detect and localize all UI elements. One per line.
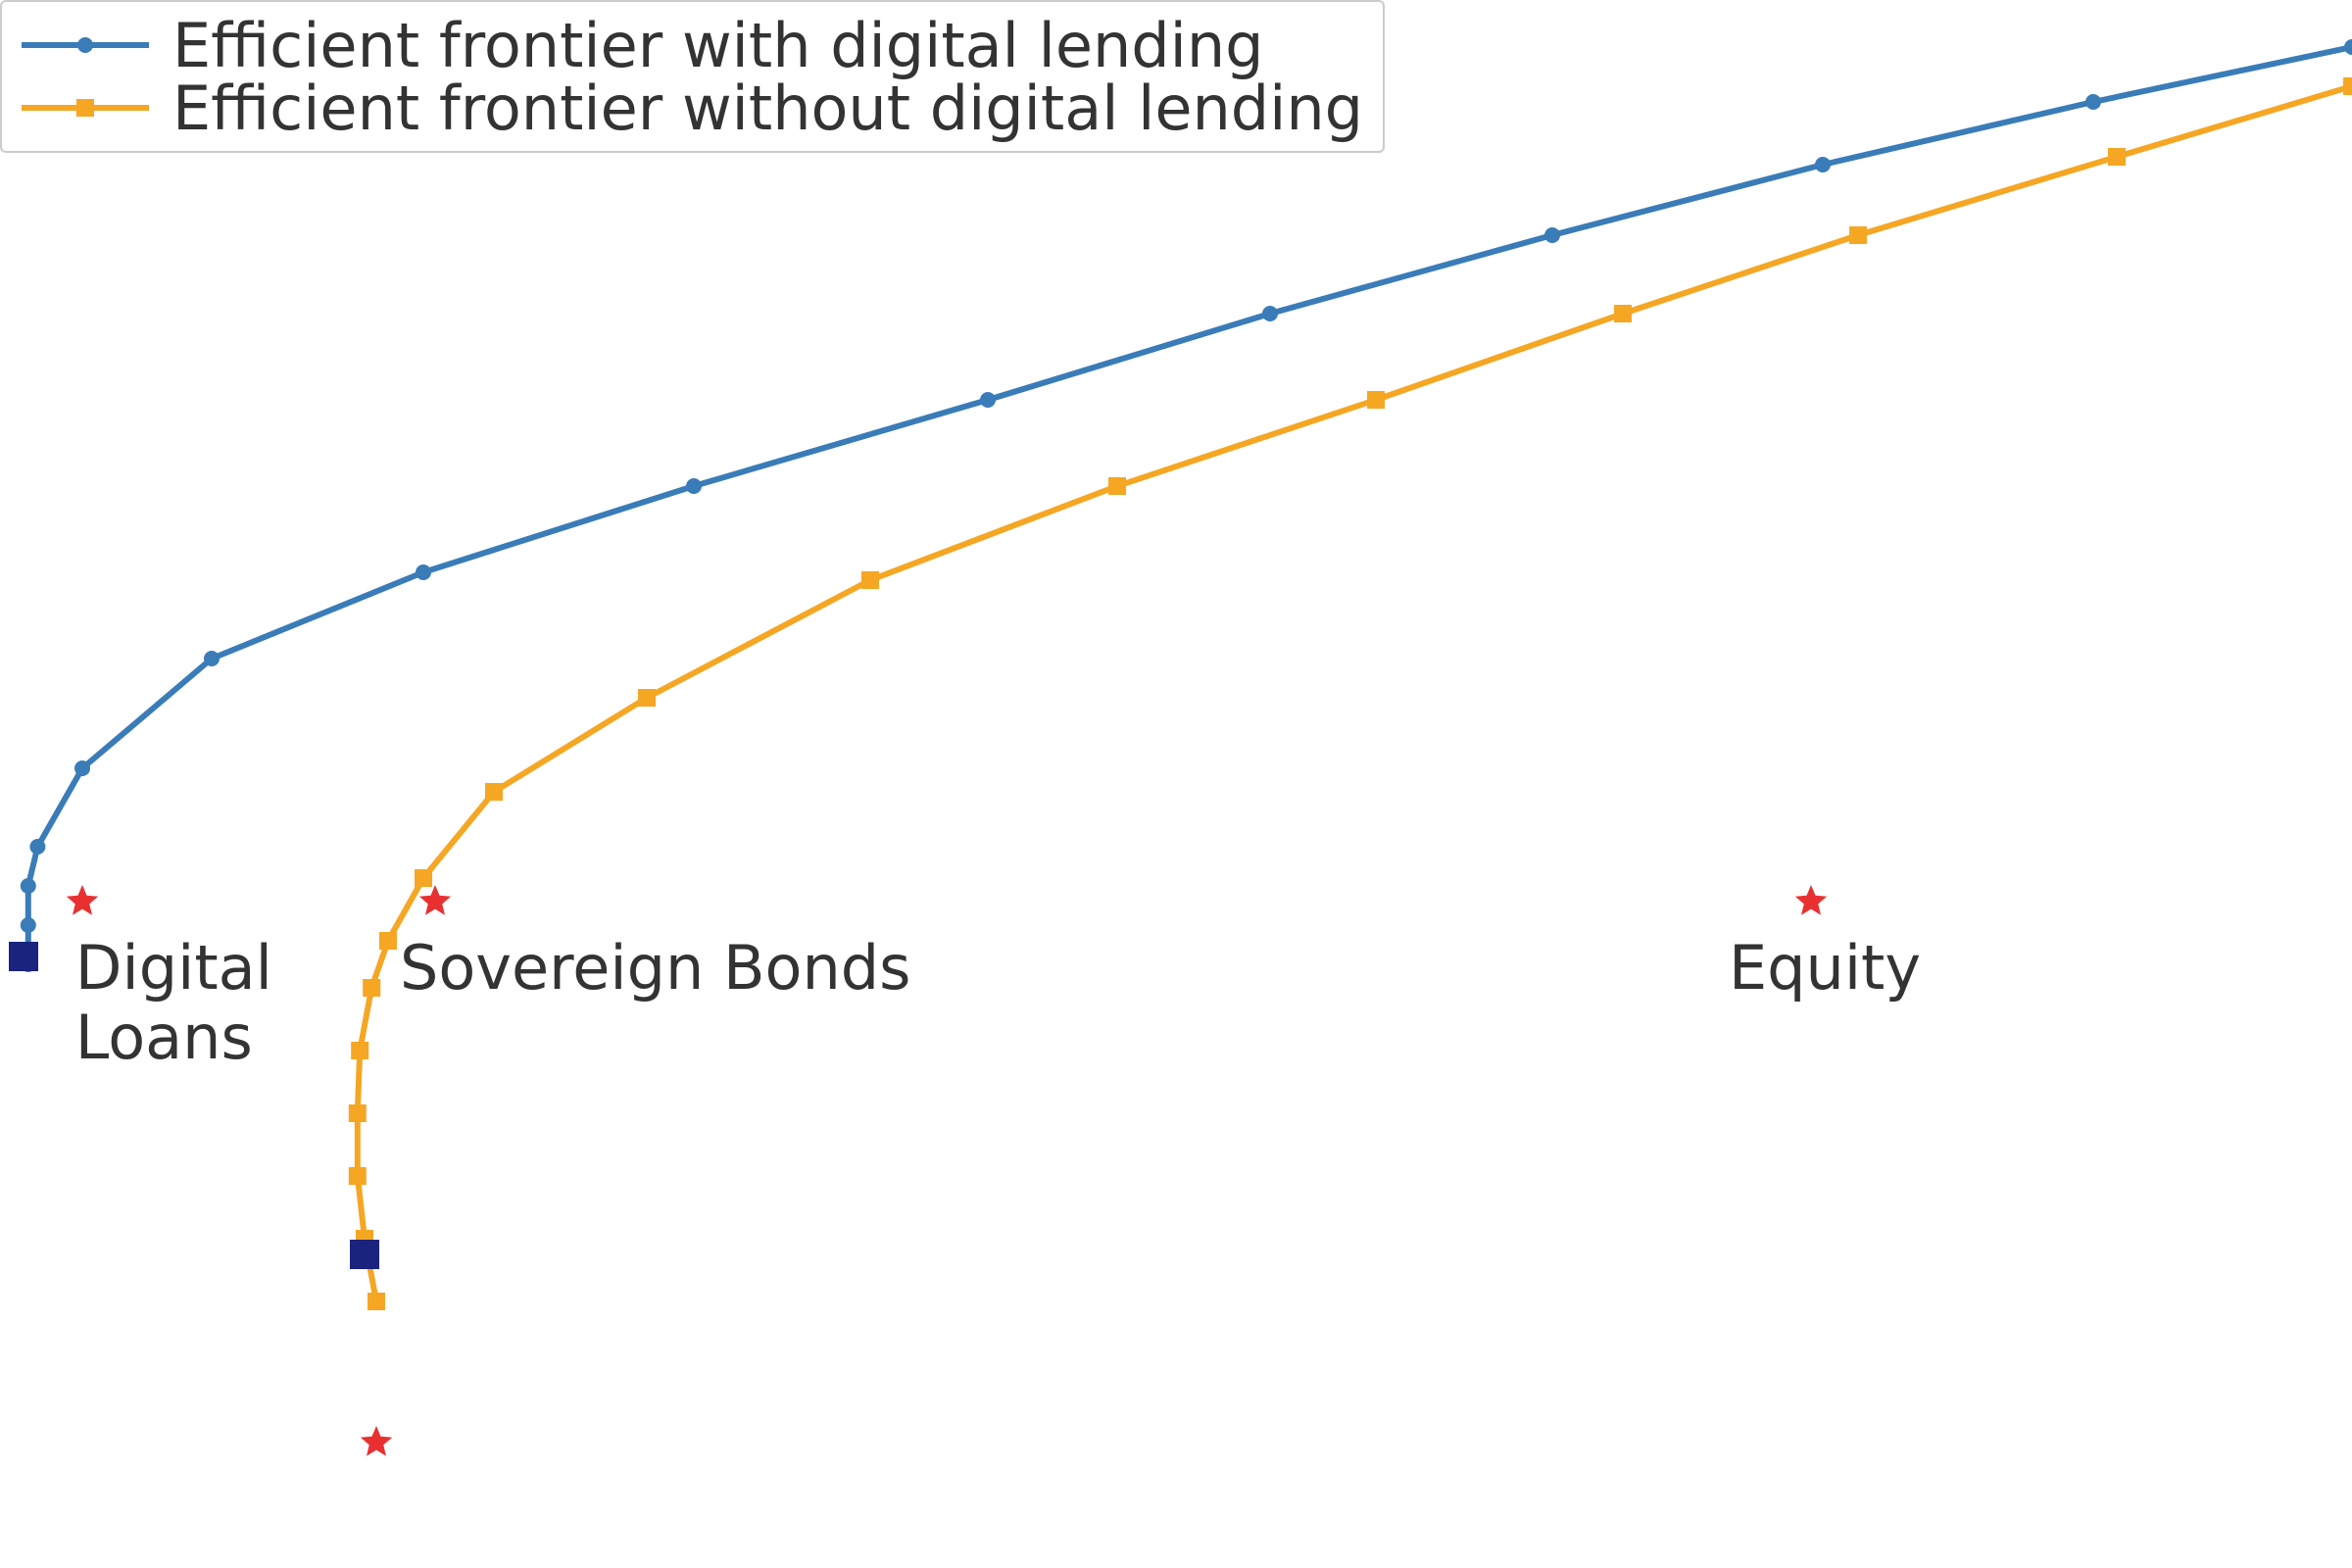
legend-label-with-digital: Efficient frontier with digital lending bbox=[172, 10, 1264, 81]
legend-swatch-with-digital bbox=[22, 25, 149, 65]
asset-label-digital-loans: Digital Loans bbox=[75, 933, 272, 1073]
legend-label-without-digital: Efficient frontier without digital lendi… bbox=[172, 73, 1363, 144]
legend-swatch-without-digital bbox=[22, 88, 149, 127]
chart-plot-area bbox=[0, 0, 2352, 1568]
asset-label-sovereign-bonds: Sovereign Bonds bbox=[400, 933, 910, 1003]
asset-label-equity: Equity bbox=[1729, 933, 1921, 1003]
legend-item-with-digital: Efficient frontier with digital lending bbox=[22, 14, 1363, 76]
chart-legend: Efficient frontier with digital lending … bbox=[0, 0, 1385, 153]
efficient-frontier-chart: Efficient frontier with digital lending … bbox=[0, 0, 2352, 1568]
legend-item-without-digital: Efficient frontier without digital lendi… bbox=[22, 76, 1363, 139]
